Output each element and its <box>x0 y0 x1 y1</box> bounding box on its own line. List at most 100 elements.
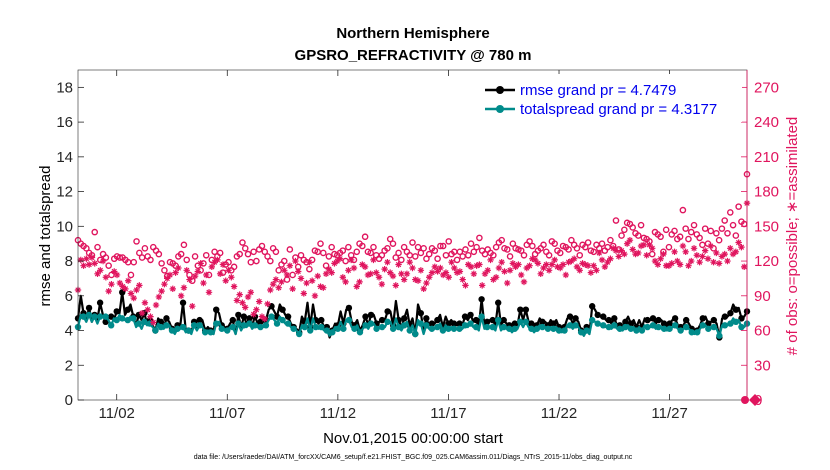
series-point-rmse <box>710 316 718 324</box>
y-tick-label-right: 30 <box>754 357 771 374</box>
obs-assimilated-marker <box>548 261 556 268</box>
obs-possible-marker <box>180 241 188 249</box>
series-point-totalspread <box>340 325 347 332</box>
series-point-totalspread <box>362 322 369 329</box>
obs-assimilated-marker <box>431 263 438 271</box>
series-point-totalspread <box>218 325 225 332</box>
obs-possible-marker <box>582 243 589 251</box>
obs-assimilated-marker <box>172 269 179 276</box>
obs-possible-marker <box>230 263 238 271</box>
obs-assimilated-marker <box>584 262 592 269</box>
obs-assimilated-marker <box>205 289 213 296</box>
obs-assimilated-marker <box>297 275 305 282</box>
legend-marker-rmse <box>496 86 504 94</box>
obs-assimilated-marker <box>395 261 402 268</box>
obs-assimilated-marker <box>247 289 255 296</box>
obs-assimilated-marker <box>228 274 235 281</box>
series-point-totalspread <box>461 322 469 329</box>
series-point-totalspread <box>262 322 270 329</box>
series-point-totalspread <box>318 323 325 331</box>
obs-assimilated-marker <box>189 303 196 310</box>
obs-assimilated-marker <box>400 276 408 283</box>
obs-assimilated-marker <box>637 242 645 250</box>
obs-assimilated-marker <box>643 252 650 259</box>
obs-assimilated-marker <box>164 275 171 282</box>
series-point-totalspread <box>130 315 137 322</box>
series-point-rmse <box>682 316 690 324</box>
obs-possible-marker <box>225 258 232 266</box>
obs-possible-marker <box>400 243 408 251</box>
series-point-totalspread <box>671 322 679 329</box>
obs-possible-marker <box>439 242 447 250</box>
series-point-totalspread <box>456 325 463 332</box>
series-point-totalspread <box>417 320 424 327</box>
obs-assimilated-marker <box>111 268 118 275</box>
legend-label-rmse: rmse grand pr = 4.7479 <box>520 82 676 99</box>
series-point-totalspread <box>616 325 624 332</box>
obs-assimilated-marker <box>242 304 249 311</box>
axes-layer: 11/02 11/07 11/12 11/17 11/22 11/27 0 2 4 6 8 10 12 1… <box>56 70 779 422</box>
obs-assimilated-marker <box>214 256 221 264</box>
obs-assimilated-marker <box>250 311 257 318</box>
obs-possible-marker <box>425 250 433 258</box>
obs-possible-marker <box>411 253 419 260</box>
series-point-rmse <box>107 313 115 320</box>
series-point-rmse <box>113 308 120 315</box>
y-tick-label-left: 18 <box>56 79 73 96</box>
obs-possible-marker <box>367 249 374 257</box>
obs-assimilated-marker <box>573 263 581 271</box>
series-point-rmse <box>428 320 436 327</box>
obs-assimilated-marker <box>225 267 232 274</box>
legend-box <box>480 74 742 122</box>
series-point-totalspread <box>141 318 148 326</box>
series-point-totalspread <box>96 313 104 320</box>
series-point-totalspread <box>611 322 618 329</box>
obs-possible-marker <box>202 251 210 259</box>
series-point-rmse <box>456 320 463 327</box>
series-point-totalspread <box>152 327 159 334</box>
obs-assimilated-marker <box>113 271 121 279</box>
obs-possible-marker <box>136 249 143 257</box>
obs-assimilated-marker <box>484 267 491 274</box>
obs-possible-marker <box>676 233 684 241</box>
obs-assimilated-marker <box>289 285 296 293</box>
obs-assimilated-marker <box>423 279 430 287</box>
obs-possible-marker <box>696 234 703 242</box>
obs-assimilated-marker <box>155 293 163 301</box>
obs-assimilated-marker <box>353 283 360 290</box>
obs-assimilated-marker <box>367 270 374 277</box>
obs-assimilated-marker <box>576 267 583 274</box>
obs-possible-marker <box>319 249 327 257</box>
obs-assimilated-marker <box>498 259 505 266</box>
obs-possible-marker <box>671 227 678 235</box>
obs-possible-marker <box>328 243 335 251</box>
obs-assimilated-marker <box>456 268 464 275</box>
obs-assimilated-marker <box>306 259 313 266</box>
y-axis-label-left: rmse and totalspread <box>37 166 54 307</box>
obs-assimilated-marker <box>177 292 185 299</box>
obs-possible-marker <box>392 254 400 261</box>
obs-possible-marker <box>621 226 628 234</box>
series-point-rmse <box>96 299 104 306</box>
series-point-totalspread <box>329 329 336 336</box>
obs-possible-marker <box>529 242 536 250</box>
obs-possible-marker <box>724 229 731 237</box>
obs-possible-marker <box>191 253 199 260</box>
obs-assimilated-marker <box>80 262 87 269</box>
obs-assimilated-marker <box>194 268 202 275</box>
obs-assimilated-marker <box>682 248 689 255</box>
series-point-totalspread <box>301 323 308 331</box>
series-point-totalspread <box>246 320 253 327</box>
obs-assimilated-marker <box>515 261 522 268</box>
obs-assimilated-marker <box>596 249 603 257</box>
y-tick-label-left: 4 <box>65 323 73 340</box>
obs-possible-marker <box>280 257 288 265</box>
obs-assimilated-marker <box>629 246 636 253</box>
series-point-totalspread <box>710 323 718 331</box>
series-point-rmse <box>268 303 275 310</box>
obs-assimilated-marker <box>183 267 190 274</box>
obs-possible-marker <box>247 258 255 266</box>
obs-assimilated-marker <box>665 262 673 269</box>
y-tick-label-right: 150 <box>754 218 779 235</box>
y-tick-label-right: 60 <box>754 323 771 340</box>
